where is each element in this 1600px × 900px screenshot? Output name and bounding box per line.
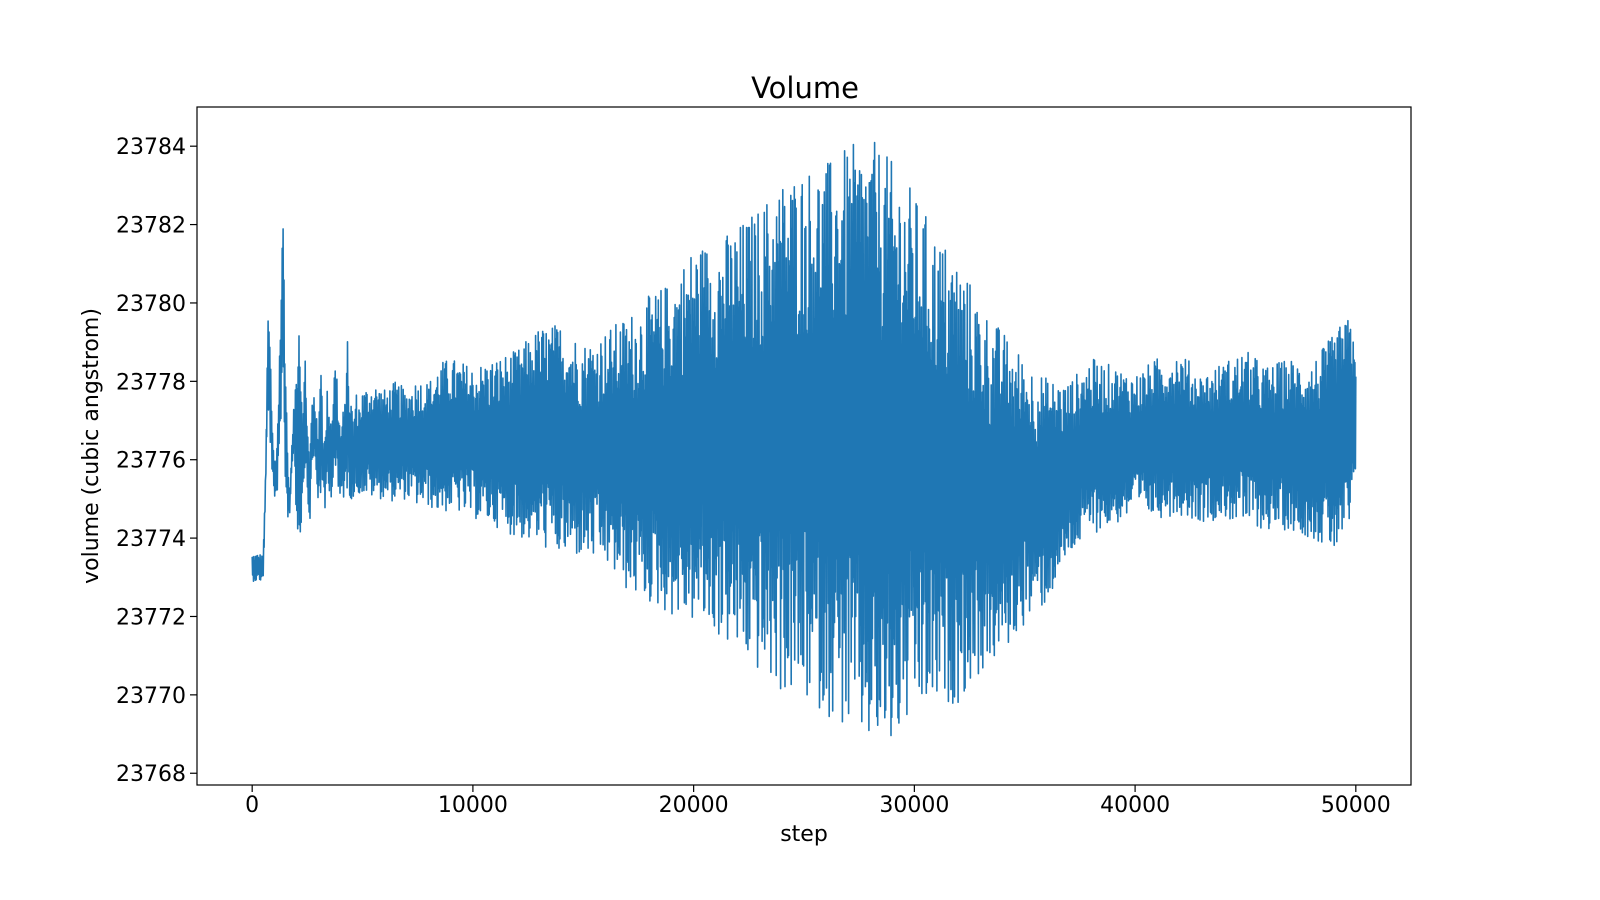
x-tick-label: 0	[245, 793, 259, 818]
x-tick-label: 50000	[1321, 793, 1391, 818]
y-axis-title: volume (cubic angstrom)	[79, 308, 104, 584]
y-tick-label: 23780	[116, 292, 186, 317]
x-tick-label: 10000	[438, 793, 508, 818]
y-tick-label: 23768	[116, 762, 186, 787]
x-tick-label: 20000	[659, 793, 729, 818]
volume-series-line	[251, 141, 1357, 737]
plot-frame	[196, 106, 1412, 786]
y-axis: 23768 23770 23772 23774 23776 23778 23780 23782…	[116, 135, 197, 787]
chart-title: Volume	[751, 71, 859, 105]
x-tick-label: 40000	[1100, 793, 1170, 818]
y-tick-label: 23776	[116, 449, 186, 474]
y-tick-label: 23782	[116, 214, 186, 239]
y-tick-label: 23778	[116, 370, 186, 395]
y-tick-label: 23774	[116, 527, 186, 552]
y-tick-label: 23784	[116, 135, 186, 160]
y-tick-label: 23770	[116, 684, 186, 709]
plot-area	[251, 141, 1357, 737]
y-tick-label: 23772	[116, 605, 186, 630]
x-axis: 0 10000 20000 30000 40000 50000	[245, 785, 1391, 818]
x-tick-label: 30000	[879, 793, 949, 818]
x-axis-title: step	[780, 822, 828, 847]
